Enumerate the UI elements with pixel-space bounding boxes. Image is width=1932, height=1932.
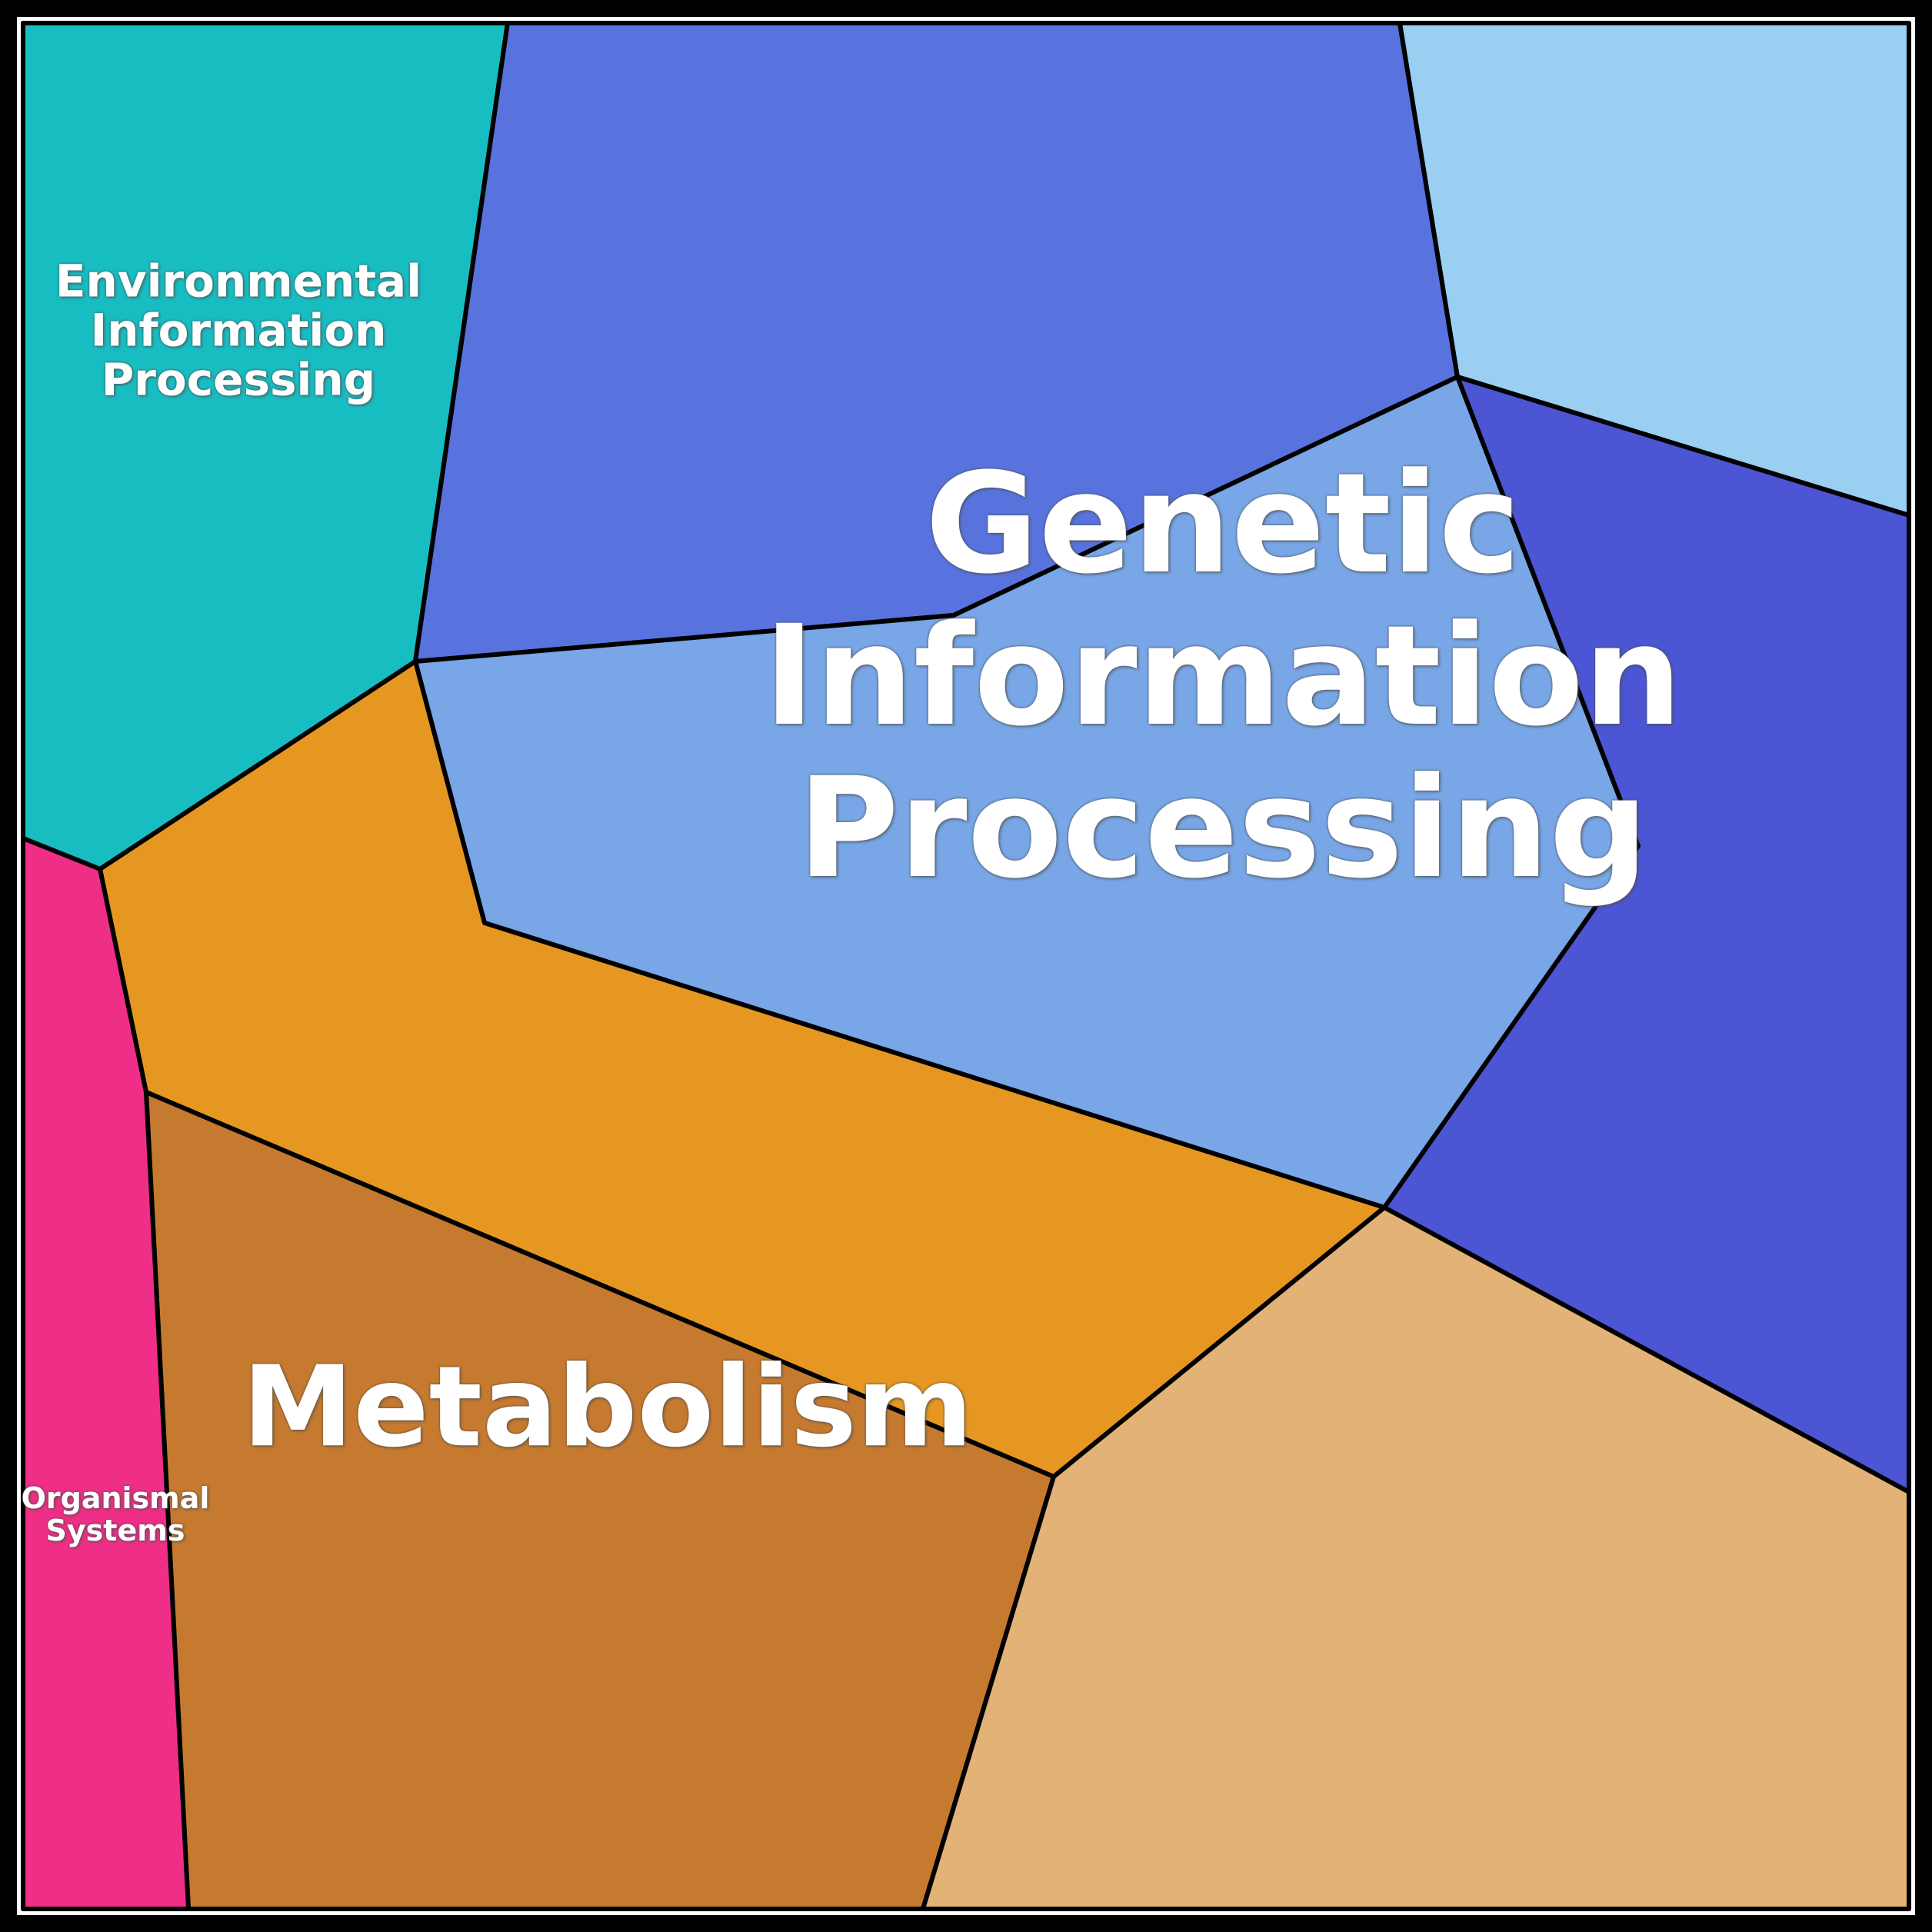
voronoi-diagram: Environmental Information Processing Gene… (0, 0, 1932, 1932)
label-gen: Genetic Information Processing (764, 448, 1682, 905)
label-env: Environmental Information Processing (55, 257, 421, 404)
label-met: Metabolism (242, 1346, 973, 1469)
label-org: Organismal Systems (22, 1483, 210, 1547)
